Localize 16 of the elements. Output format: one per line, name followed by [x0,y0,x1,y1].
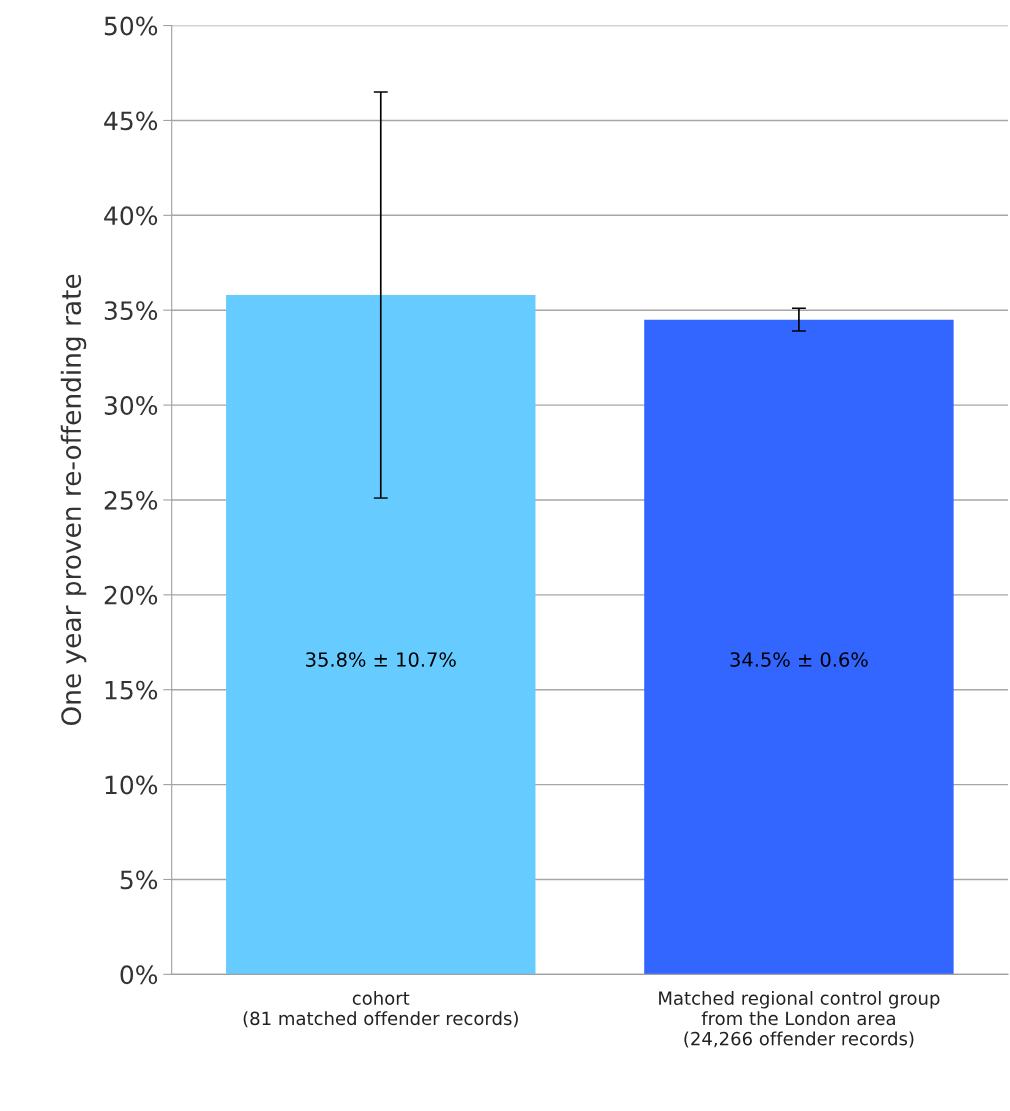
y-tick-label: 20% [104,585,158,605]
data-label: 35.8% ± 10.7% [306,652,456,667]
x-tick-label: cohort (81 matched offender records) [243,991,518,1028]
y-tick-label: 30% [104,396,158,415]
y-tick-label: 0% [120,965,158,985]
y-axis-title: One year proven re-offending rate [60,274,87,726]
data-label: 34.5% ± 0.6% [730,652,868,667]
y-tick-label: 5% [120,870,158,890]
x-tick-label: Matched regional control group from the London area (24,266 offender records) [659,991,940,1048]
y-tick-label: 15% [105,680,158,700]
y-tick-label: 10% [105,775,158,795]
y-tick-label: 40% [104,206,158,226]
y-tick-label: 45% [104,111,158,131]
y-tick-label: 35% [104,301,158,321]
y-tick-label: 25% [104,490,158,510]
y-tick-label: 50% [104,16,158,36]
